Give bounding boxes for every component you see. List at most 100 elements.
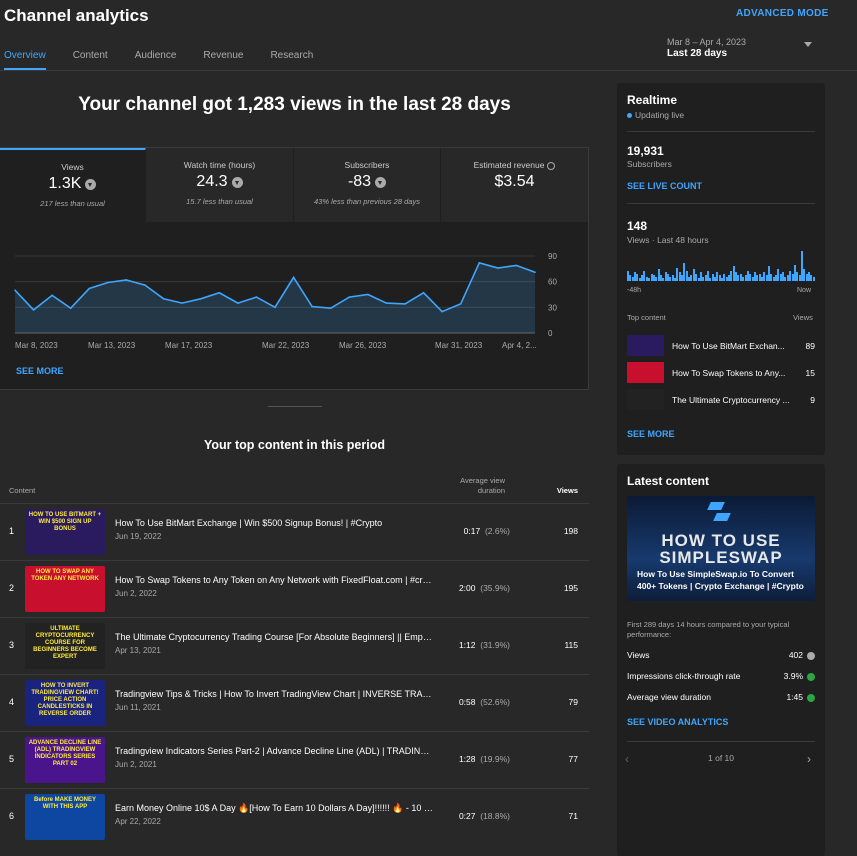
- realtime-bar: [631, 276, 634, 281]
- video-thumbnail[interactable]: HOW TO SWAP ANY TOKEN ANY NETWORK: [25, 566, 105, 612]
- metric-card-views[interactable]: Views 1.3K 217 less than usual: [0, 148, 146, 222]
- see-more-link[interactable]: SEE MORE: [16, 366, 64, 376]
- x-tick-label: Mar 22, 2023: [262, 341, 310, 350]
- realtime-bar: [652, 275, 655, 281]
- realtime-bar: [627, 270, 629, 281]
- metric-card-revenue[interactable]: Estimated revenue $3.54: [441, 148, 588, 222]
- column-header-views[interactable]: Views: [556, 486, 578, 495]
- y-tick-label: 30: [548, 303, 557, 312]
- realtime-bar: [643, 270, 646, 281]
- video-thumbnail[interactable]: Before MAKE MONEY WITH THIS APP: [25, 794, 105, 840]
- see-live-count-link[interactable]: SEE LIVE COUNT: [627, 181, 703, 191]
- item-views: 15: [805, 368, 815, 378]
- row-rank: 3: [9, 640, 15, 650]
- video-title[interactable]: Earn Money Online 10$ A Day 🔥[How To Ear…: [115, 803, 435, 813]
- trend-up-icon: [807, 693, 815, 702]
- chart-point: [14, 289, 16, 292]
- trend-up-icon: [807, 672, 815, 681]
- realtime-bar: [786, 275, 789, 281]
- see-video-analytics-link[interactable]: SEE VIDEO ANALYTICS: [627, 717, 729, 727]
- avg-view-duration: 1:28 (19.9%): [440, 754, 510, 764]
- chevron-down-icon[interactable]: [804, 42, 812, 47]
- duration-percent: (31.9%): [480, 640, 510, 650]
- duration-value: 0:17: [463, 526, 481, 536]
- thumbnail-text: Before MAKE MONEY WITH THIS APP: [33, 797, 96, 810]
- video-thumbnail: [627, 389, 664, 410]
- axis-end-label: Now: [797, 287, 812, 294]
- advanced-mode-button[interactable]: ADVANCED MODE: [736, 8, 829, 19]
- metric-value: $3.54: [494, 173, 535, 190]
- x-tick-label: Apr 4, 2...: [502, 341, 537, 350]
- tab-research[interactable]: Research: [270, 50, 314, 61]
- video-title[interactable]: Tradingview Tips & Tricks | How To Inver…: [115, 689, 435, 699]
- video-thumbnail[interactable]: HOW TO USE BITMART + WIN $500 SIGN UP BO…: [25, 509, 105, 555]
- realtime-content-item[interactable]: How To Use BitMart Exchan... 89: [627, 335, 815, 357]
- video-title[interactable]: How To Swap Tokens to Any Token on Any N…: [115, 575, 435, 585]
- row-rank: 4: [9, 697, 15, 707]
- realtime-bar: [730, 270, 733, 281]
- thumbnail-text: HOW TO SWAP ANY TOKEN ANY NETWORK: [31, 569, 99, 582]
- tab-revenue[interactable]: Revenue: [203, 50, 244, 61]
- thumbnail-text: ULTIMATE CRYPTOCURRENCY COURSE FOR BEGIN…: [33, 626, 97, 660]
- metric-card-subscribers[interactable]: Subscribers -83 43% less than previous 2…: [294, 148, 441, 222]
- realtime-bar: [758, 273, 761, 281]
- video-title[interactable]: How To Use BitMart Exchange | Win $500 S…: [115, 518, 383, 528]
- realtime-bar: [779, 273, 782, 281]
- latest-video-thumbnail[interactable]: HOW TO USE SIMPLESWAP How To Use SimpleS…: [627, 496, 815, 601]
- table-row[interactable]: 6 Before MAKE MONEY WITH THIS APP Earn Mon…: [0, 788, 589, 845]
- chart-point: [348, 296, 351, 298]
- trend-down-icon: [375, 176, 387, 188]
- realtime-content-item[interactable]: The Ultimate Cryptocurrency ... 9: [627, 389, 815, 411]
- realtime-bar: [742, 276, 745, 281]
- chart-point: [478, 262, 481, 264]
- realtime-bar: [629, 275, 632, 281]
- realtime-bar: [735, 272, 738, 281]
- video-title[interactable]: The Ultimate Cryptocurrency Trading Cour…: [115, 632, 435, 642]
- duration-percent: (35.9%): [480, 583, 510, 593]
- stat-label: Average view duration: [627, 692, 711, 702]
- realtime-bar: [641, 275, 644, 281]
- y-tick-label: 90: [548, 252, 557, 261]
- latest-content-card: Latest content HOW TO USE SIMPLESWAP How…: [617, 464, 825, 856]
- video-thumbnail[interactable]: HOW TO INVERT TRADINGVIEW CHART! PRICE A…: [25, 680, 105, 726]
- realtime-bar: [688, 276, 691, 281]
- metric-label: Estimated revenue: [473, 160, 545, 170]
- chevron-left-icon[interactable]: ‹: [625, 752, 629, 766]
- tab-overview[interactable]: Overview: [4, 50, 46, 70]
- video-thumbnail[interactable]: ADVANCE DECLINE LINE (ADL) TRADINGVIEW I…: [25, 737, 105, 783]
- date-range-selector[interactable]: Mar 8 – Apr 4, 2023 Last 28 days: [667, 36, 746, 60]
- realtime-content-item[interactable]: How To Swap Tokens to Any... 15: [627, 362, 815, 384]
- duration-value: 1:12: [458, 640, 476, 650]
- table-row[interactable]: 2 HOW TO SWAP ANY TOKEN ANY NETWORK How To…: [0, 560, 589, 617]
- chevron-right-icon[interactable]: ›: [807, 752, 811, 766]
- duration-percent: (2.6%): [484, 526, 510, 536]
- table-row[interactable]: 5 ADVANCE DECLINE LINE (ADL) TRADINGVIEW …: [0, 731, 589, 788]
- metric-comparison: 43% less than previous 28 days: [314, 197, 420, 206]
- video-thumbnail[interactable]: ULTIMATE CRYPTOCURRENCY COURSE FOR BEGIN…: [25, 623, 105, 669]
- latest-stat-row: Average view duration 1:45: [627, 692, 815, 702]
- table-row[interactable]: 3 ULTIMATE CRYPTOCURRENCY COURSE FOR BEGI…: [0, 617, 589, 674]
- column-header-line: duration: [477, 486, 505, 495]
- tab-audience[interactable]: Audience: [134, 50, 177, 61]
- metric-comparison: 217 less than usual: [40, 199, 105, 208]
- realtime-bar: [763, 272, 766, 281]
- table-row[interactable]: 1 HOW TO USE BITMART + WIN $500 SIGN UP B…: [0, 503, 589, 560]
- tab-content[interactable]: Content: [72, 50, 108, 61]
- realtime-title: Realtime: [627, 93, 678, 107]
- clock-icon: [547, 161, 556, 170]
- realtime-bar: [650, 273, 653, 281]
- table-row[interactable]: 4 HOW TO INVERT TRADINGVIEW CHART! PRICE …: [0, 674, 589, 731]
- realtime-bar: [655, 276, 658, 281]
- video-title[interactable]: Tradingview Indicators Series Part-2 | A…: [115, 746, 435, 756]
- realtime-bar: [775, 275, 778, 281]
- see-more-link[interactable]: SEE MORE: [627, 429, 675, 439]
- video-date: Apr 22, 2022: [115, 817, 161, 826]
- metric-value: -83: [347, 173, 372, 190]
- chart-point: [441, 310, 443, 313]
- chart-point: [311, 305, 313, 308]
- metric-label: Views: [61, 162, 84, 172]
- realtime-bar: [692, 269, 695, 281]
- metric-value: 24.3: [196, 173, 228, 190]
- metric-card-watch-time[interactable]: Watch time (hours) 24.3 15.7 less than u…: [146, 148, 294, 222]
- column-header-avg-duration[interactable]: Average view duration: [440, 476, 505, 496]
